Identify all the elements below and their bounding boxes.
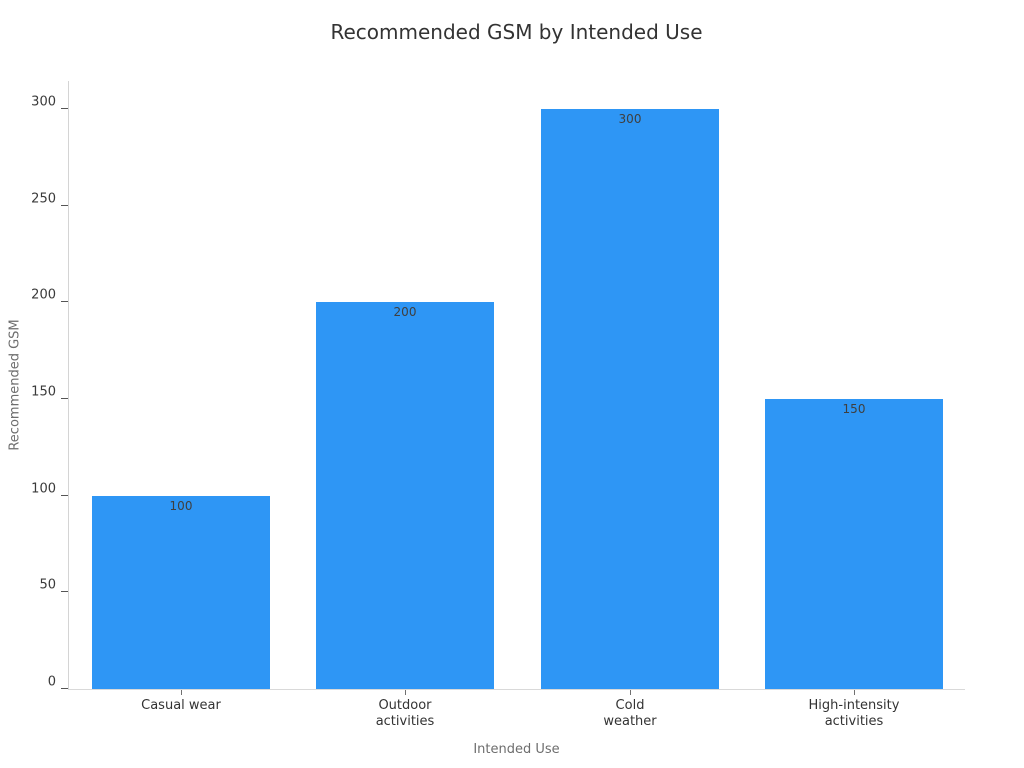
y-tick-label: 100 xyxy=(31,481,56,497)
y-tick-label: 250 xyxy=(31,191,56,207)
y-tick-label: 300 xyxy=(31,94,56,110)
y-tick-mark xyxy=(61,688,68,689)
x-tick-mark xyxy=(630,690,631,695)
bar-value-label: 200 xyxy=(393,305,417,319)
bar: 150 xyxy=(765,399,943,689)
y-tick-mark xyxy=(61,591,68,593)
chart-title: Recommended GSM by Intended Use xyxy=(330,20,703,44)
y-tick-label: 50 xyxy=(39,577,56,593)
x-tick-mark xyxy=(181,690,182,695)
y-tick-mark xyxy=(61,204,68,206)
y-tick-mark xyxy=(61,108,68,109)
x-tick-mark xyxy=(405,690,406,695)
x-tick-label: Casual wear xyxy=(141,698,221,713)
bar: 100 xyxy=(92,496,270,689)
y-tick-mark xyxy=(61,398,68,399)
y-tick-label: 0 xyxy=(47,674,56,690)
plot-area: 0 50 100 150 200 250 300 100 Casual wear 200 Outdo… xyxy=(31,81,965,729)
bar-value-label: 100 xyxy=(169,499,193,513)
x-tick-label: High-intensity activities xyxy=(808,698,900,730)
x-tick-label: Cold weather xyxy=(603,698,657,730)
y-tick-label: 150 xyxy=(31,384,56,400)
x-axis-label: Intended Use xyxy=(473,742,560,757)
x-tick-mark xyxy=(854,690,855,695)
y-tick-mark xyxy=(61,494,68,496)
bar: 300 xyxy=(541,109,719,689)
y-tick-mark xyxy=(61,301,68,303)
bar: 200 xyxy=(316,302,494,689)
bar-value-label: 150 xyxy=(842,402,866,416)
x-tick-label: Outdoor activities xyxy=(375,698,435,730)
bar-value-label: 300 xyxy=(618,112,642,126)
y-tick-label: 200 xyxy=(31,287,56,303)
